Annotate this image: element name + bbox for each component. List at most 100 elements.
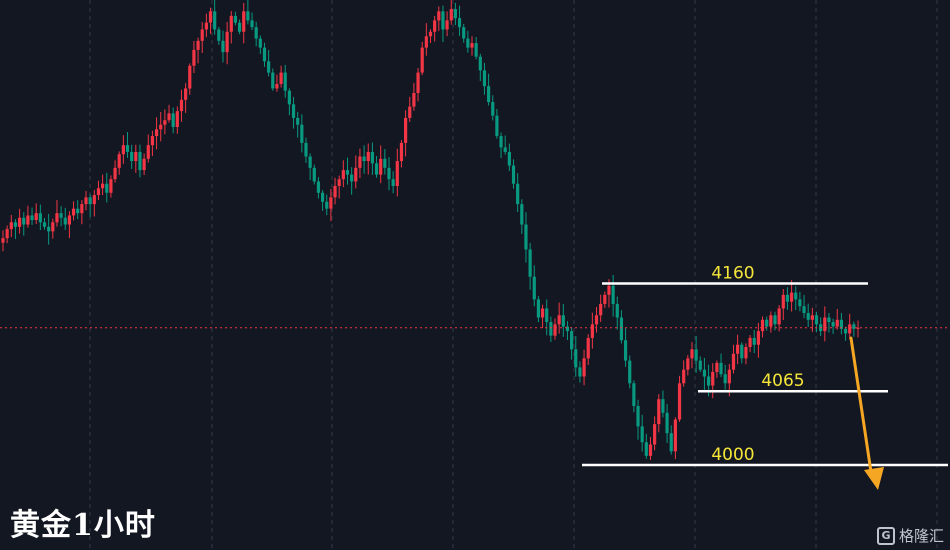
candle-body-146 <box>607 285 611 295</box>
candle-body-191 <box>794 292 798 300</box>
candle-body-25 <box>105 183 109 193</box>
candle-body-126 <box>524 224 528 250</box>
candle-body-11 <box>47 226 51 232</box>
candle-body-113 <box>470 43 474 48</box>
candle-body-96 <box>399 142 404 162</box>
candle-body-74 <box>308 156 312 168</box>
candle-body-49 <box>204 22 208 30</box>
candle-body-138 <box>574 349 578 368</box>
candle-body-179 <box>744 347 748 359</box>
candle-body-103 <box>428 31 433 37</box>
candle-body-114 <box>474 43 478 57</box>
candle-body-150 <box>623 340 628 361</box>
candle-body-62 <box>258 38 262 48</box>
candle-body-110 <box>457 18 462 28</box>
candle-body-76 <box>316 181 321 193</box>
candle-body-58 <box>242 11 246 32</box>
watermark-text: 格隆汇 <box>898 527 944 545</box>
candle-body-148 <box>615 303 619 318</box>
candle-body-37 <box>154 129 159 137</box>
candle-body-90 <box>374 163 379 175</box>
candle-body-180 <box>748 337 752 348</box>
candle-body-102 <box>424 36 428 48</box>
candle-body-75 <box>312 167 316 182</box>
candle-body-98 <box>408 106 412 118</box>
candle-body-120 <box>499 136 503 148</box>
candle-body-176 <box>731 353 736 370</box>
candle-body-65 <box>271 72 275 89</box>
candle-body-154 <box>640 426 644 443</box>
candle-body-30 <box>125 145 130 152</box>
candle-body-72 <box>300 124 304 143</box>
candle-body-83 <box>345 170 350 175</box>
candle-body-141 <box>586 337 590 359</box>
candle-body-175 <box>727 369 731 384</box>
candle-body-3 <box>13 222 18 227</box>
candle-body-101 <box>420 47 424 73</box>
candle-body-182 <box>756 331 760 345</box>
candle-body-109 <box>453 9 458 19</box>
candle-body-167 <box>694 349 698 361</box>
candle-body-105 <box>437 11 441 21</box>
level-label-4000: 4000 <box>711 445 754 465</box>
candle-body-128 <box>532 276 536 300</box>
candle-body-163 <box>677 383 682 420</box>
candle-body-173 <box>719 362 723 375</box>
candle-body-136 <box>565 326 570 332</box>
candle-body-190 <box>789 292 794 302</box>
candle-body-172 <box>715 362 719 372</box>
candle-body-4 <box>18 217 22 227</box>
candle-body-188 <box>781 294 785 309</box>
candle-body-9 <box>38 213 42 223</box>
candle-body-184 <box>765 319 769 327</box>
candle-body-7 <box>30 215 34 220</box>
candle-body-40 <box>167 113 171 121</box>
projection-arrow <box>849 336 884 490</box>
candle-body-99 <box>412 92 416 107</box>
candle-body-124 <box>516 183 520 205</box>
candle-body-127 <box>528 249 532 277</box>
candle-body-152 <box>632 383 636 406</box>
candle-body-20 <box>84 197 88 205</box>
candle-body-78 <box>325 201 329 209</box>
candle-body-189 <box>785 294 790 302</box>
candle-body-21 <box>88 197 92 205</box>
candle-body-45 <box>188 65 192 89</box>
candle-body-123 <box>511 165 516 184</box>
candle-body-64 <box>267 61 271 73</box>
candle-body-104 <box>433 20 437 32</box>
candle-body-88 <box>366 151 370 162</box>
candle-body-8 <box>34 213 38 220</box>
candle-body-93 <box>387 167 391 180</box>
candle-body-199 <box>827 317 831 323</box>
candle-body-186 <box>773 315 777 325</box>
candle-body-112 <box>466 38 470 48</box>
candle-body-41 <box>171 113 175 128</box>
candle-body-140 <box>582 358 586 377</box>
candle-body-198 <box>823 317 827 332</box>
candle-body-57 <box>237 22 242 32</box>
candle-body-80 <box>333 185 337 198</box>
candle-body-12 <box>51 222 55 232</box>
watermark-logo-icon: G <box>876 526 895 545</box>
candle-body-50 <box>208 11 213 23</box>
candle-body-53 <box>221 40 225 53</box>
candle-body-5 <box>22 217 26 225</box>
candle-body-162 <box>673 419 677 452</box>
candle-body-33 <box>138 151 142 171</box>
candle-body-159 <box>661 399 665 413</box>
candle-body-137 <box>570 331 574 350</box>
candle-body-204 <box>848 324 852 334</box>
candle-body-63 <box>262 47 267 62</box>
candle-body-100 <box>416 72 420 93</box>
candle-body-85 <box>354 167 358 182</box>
candle-body-201 <box>835 319 839 327</box>
candle-body-117 <box>487 86 491 103</box>
candle-body-181 <box>752 337 756 345</box>
candle-body-177 <box>736 344 740 354</box>
candle-body-69 <box>287 90 291 105</box>
candle-body-81 <box>337 179 341 186</box>
candle-body-155 <box>644 442 648 456</box>
candle-body-131 <box>545 308 549 323</box>
